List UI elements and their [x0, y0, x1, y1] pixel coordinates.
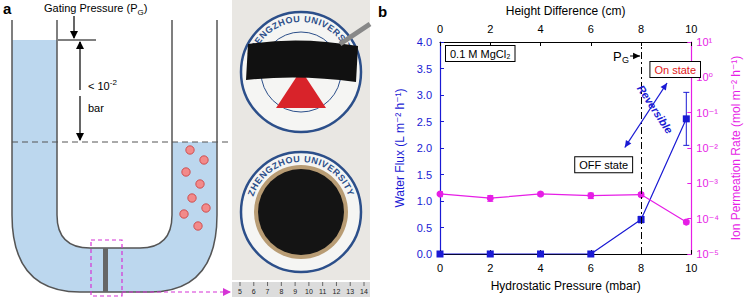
svg-text:10: 10 — [685, 23, 697, 35]
svg-text:Reversible: Reversible — [635, 83, 676, 136]
svg-text:10⁻¹: 10⁻¹ — [696, 107, 718, 119]
svg-text:1.0: 1.0 — [417, 195, 432, 207]
svg-text:12: 12 — [333, 288, 341, 295]
svg-text:0.5: 0.5 — [417, 222, 432, 234]
svg-text:10⁻²: 10⁻² — [696, 142, 718, 154]
svg-text:a: a — [3, 0, 12, 17]
svg-text:G: G — [622, 55, 629, 65]
svg-text:7: 7 — [266, 288, 270, 295]
svg-text:8: 8 — [638, 262, 644, 274]
svg-text:4.0: 4.0 — [417, 36, 432, 48]
svg-text:10⁰: 10⁰ — [696, 71, 713, 84]
svg-text:ZHENGZHOU UNIVERSITY: ZHENGZHOU UNIVERSITY — [245, 14, 357, 58]
svg-text:0: 0 — [437, 23, 443, 35]
svg-text:8: 8 — [638, 23, 644, 35]
svg-text:< 10-2: < 10-2 — [88, 78, 117, 92]
svg-text:6: 6 — [588, 262, 594, 274]
svg-text:11: 11 — [319, 288, 326, 295]
svg-text:10⁻³: 10⁻³ — [696, 177, 718, 189]
svg-text:bar: bar — [88, 102, 104, 114]
svg-text:5: 5 — [238, 288, 242, 295]
svg-text:4: 4 — [537, 262, 543, 274]
svg-text:10: 10 — [685, 262, 697, 274]
svg-text:0.0: 0.0 — [417, 248, 432, 260]
svg-text:10¹: 10¹ — [696, 36, 712, 48]
svg-text:4: 4 — [537, 23, 543, 35]
svg-text:Hydrostatic Pressure (mbar): Hydrostatic Pressure (mbar) — [491, 279, 641, 293]
svg-text:9: 9 — [293, 288, 297, 295]
svg-text:Gating Pressure (PG): Gating Pressure (PG) — [44, 2, 147, 17]
svg-text:10⁻⁴: 10⁻⁴ — [696, 213, 719, 225]
svg-text:Height Difference (cm): Height Difference (cm) — [506, 4, 626, 18]
svg-text:13: 13 — [346, 288, 354, 295]
svg-text:2.0: 2.0 — [417, 142, 432, 154]
svg-text:Ion Permeation Rate (mol m⁻² h: Ion Permeation Rate (mol m⁻² h⁻¹) — [729, 56, 743, 241]
svg-text:2: 2 — [487, 262, 493, 274]
svg-text:10⁻⁵: 10⁻⁵ — [696, 248, 719, 260]
svg-text:0: 0 — [437, 262, 443, 274]
svg-text:2: 2 — [487, 23, 493, 35]
svg-text:8: 8 — [279, 288, 283, 295]
svg-text:6: 6 — [252, 288, 256, 295]
svg-text:0.1 M MgCl₂: 0.1 M MgCl₂ — [450, 48, 511, 60]
svg-text:6: 6 — [588, 23, 594, 35]
svg-text:Water Flux (L m⁻² h⁻¹): Water Flux (L m⁻² h⁻¹) — [393, 88, 407, 207]
svg-text:P: P — [613, 49, 622, 64]
svg-text:1.5: 1.5 — [417, 169, 432, 181]
svg-text:14: 14 — [360, 288, 368, 295]
svg-text:b: b — [378, 3, 387, 20]
svg-text:10: 10 — [305, 288, 313, 295]
svg-text:2.5: 2.5 — [417, 116, 432, 128]
svg-text:OFF state: OFF state — [579, 159, 628, 171]
svg-text:On state: On state — [654, 64, 696, 76]
svg-text:3.5: 3.5 — [417, 63, 432, 75]
svg-text:3.0: 3.0 — [417, 89, 432, 101]
